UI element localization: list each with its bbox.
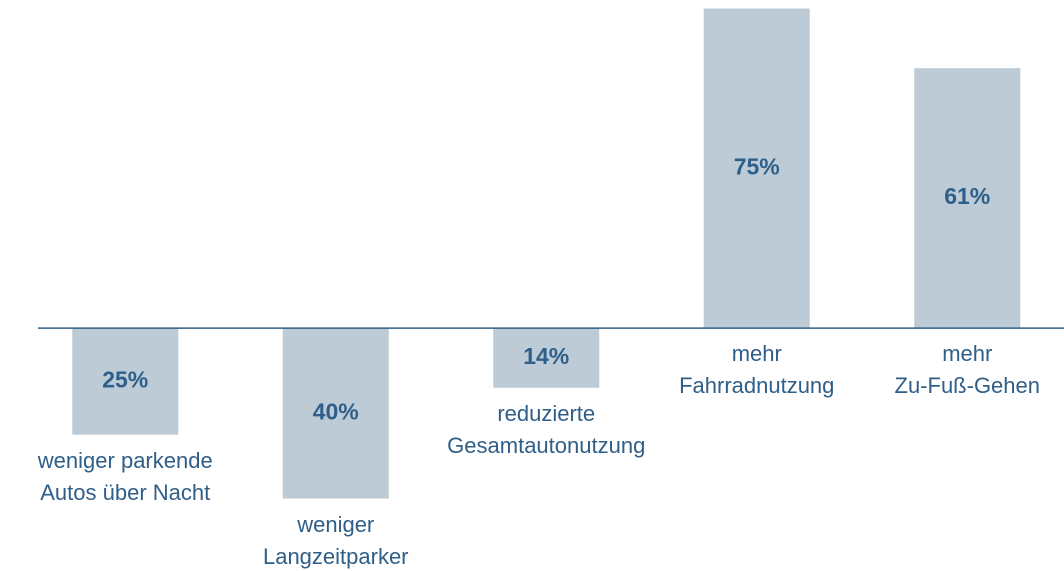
category-label: weniger parkende Autos über Nacht [37, 447, 213, 505]
bar [72, 328, 179, 435]
category-label: reduzierte Gesamtautonutzung [447, 400, 646, 458]
value-label: 75% [734, 153, 780, 179]
bar [914, 68, 1021, 329]
value-label: 61% [944, 183, 990, 209]
bar [493, 328, 600, 388]
value-label: 25% [102, 366, 148, 392]
category-label: mehr Fahrradnutzung [679, 341, 835, 399]
value-label: 14% [523, 343, 569, 369]
category-label: weniger Langzeitparker [262, 511, 409, 569]
bar [703, 8, 810, 329]
value-label: 40% [313, 398, 359, 424]
bar [282, 328, 389, 499]
category-label: mehr Zu-Fuß-Gehen [894, 341, 1041, 399]
